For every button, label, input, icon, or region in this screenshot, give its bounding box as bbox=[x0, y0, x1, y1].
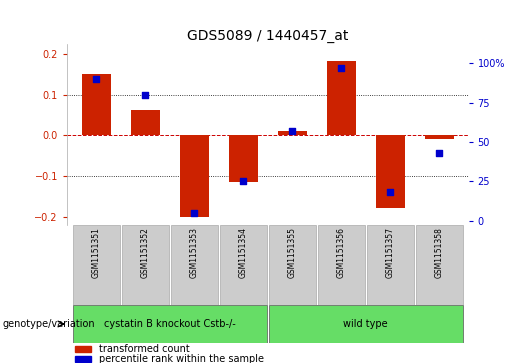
Bar bbox=[278, 131, 307, 135]
Bar bbox=[416, 225, 463, 305]
Bar bbox=[424, 135, 454, 139]
Point bbox=[239, 179, 247, 184]
Point bbox=[141, 92, 149, 98]
Point bbox=[337, 65, 346, 71]
Bar bbox=[229, 135, 258, 182]
Text: genotype/variation: genotype/variation bbox=[3, 319, 95, 329]
Point bbox=[435, 150, 443, 156]
Point bbox=[386, 189, 394, 195]
Text: GSM1151354: GSM1151354 bbox=[239, 228, 248, 278]
Bar bbox=[375, 135, 405, 208]
Point bbox=[92, 76, 100, 82]
Text: GSM1151355: GSM1151355 bbox=[288, 228, 297, 278]
Text: GSM1151358: GSM1151358 bbox=[435, 228, 444, 278]
Text: wild type: wild type bbox=[344, 319, 388, 329]
Bar bbox=[73, 305, 267, 343]
Text: GSM1151357: GSM1151357 bbox=[386, 228, 395, 278]
Point bbox=[190, 210, 198, 216]
Bar bbox=[327, 61, 356, 135]
Text: transformed count: transformed count bbox=[99, 344, 190, 354]
Text: percentile rank within the sample: percentile rank within the sample bbox=[99, 354, 264, 363]
Bar bbox=[171, 225, 218, 305]
Bar bbox=[122, 225, 169, 305]
Bar bbox=[180, 135, 209, 217]
Bar bbox=[73, 225, 120, 305]
Text: GSM1151353: GSM1151353 bbox=[190, 228, 199, 278]
Bar bbox=[131, 110, 160, 135]
Bar bbox=[269, 225, 316, 305]
Point bbox=[288, 128, 297, 134]
Bar bbox=[220, 225, 267, 305]
Text: GSM1151356: GSM1151356 bbox=[337, 228, 346, 278]
Bar bbox=[75, 346, 91, 352]
Text: GSM1151351: GSM1151351 bbox=[92, 228, 101, 278]
Bar bbox=[269, 305, 463, 343]
Text: GSM1151352: GSM1151352 bbox=[141, 228, 150, 278]
Text: cystatin B knockout Cstb-/-: cystatin B knockout Cstb-/- bbox=[104, 319, 236, 329]
Bar bbox=[367, 225, 414, 305]
Bar bbox=[82, 74, 111, 135]
Bar bbox=[75, 356, 91, 362]
Title: GDS5089 / 1440457_at: GDS5089 / 1440457_at bbox=[187, 29, 349, 42]
Bar bbox=[318, 225, 365, 305]
